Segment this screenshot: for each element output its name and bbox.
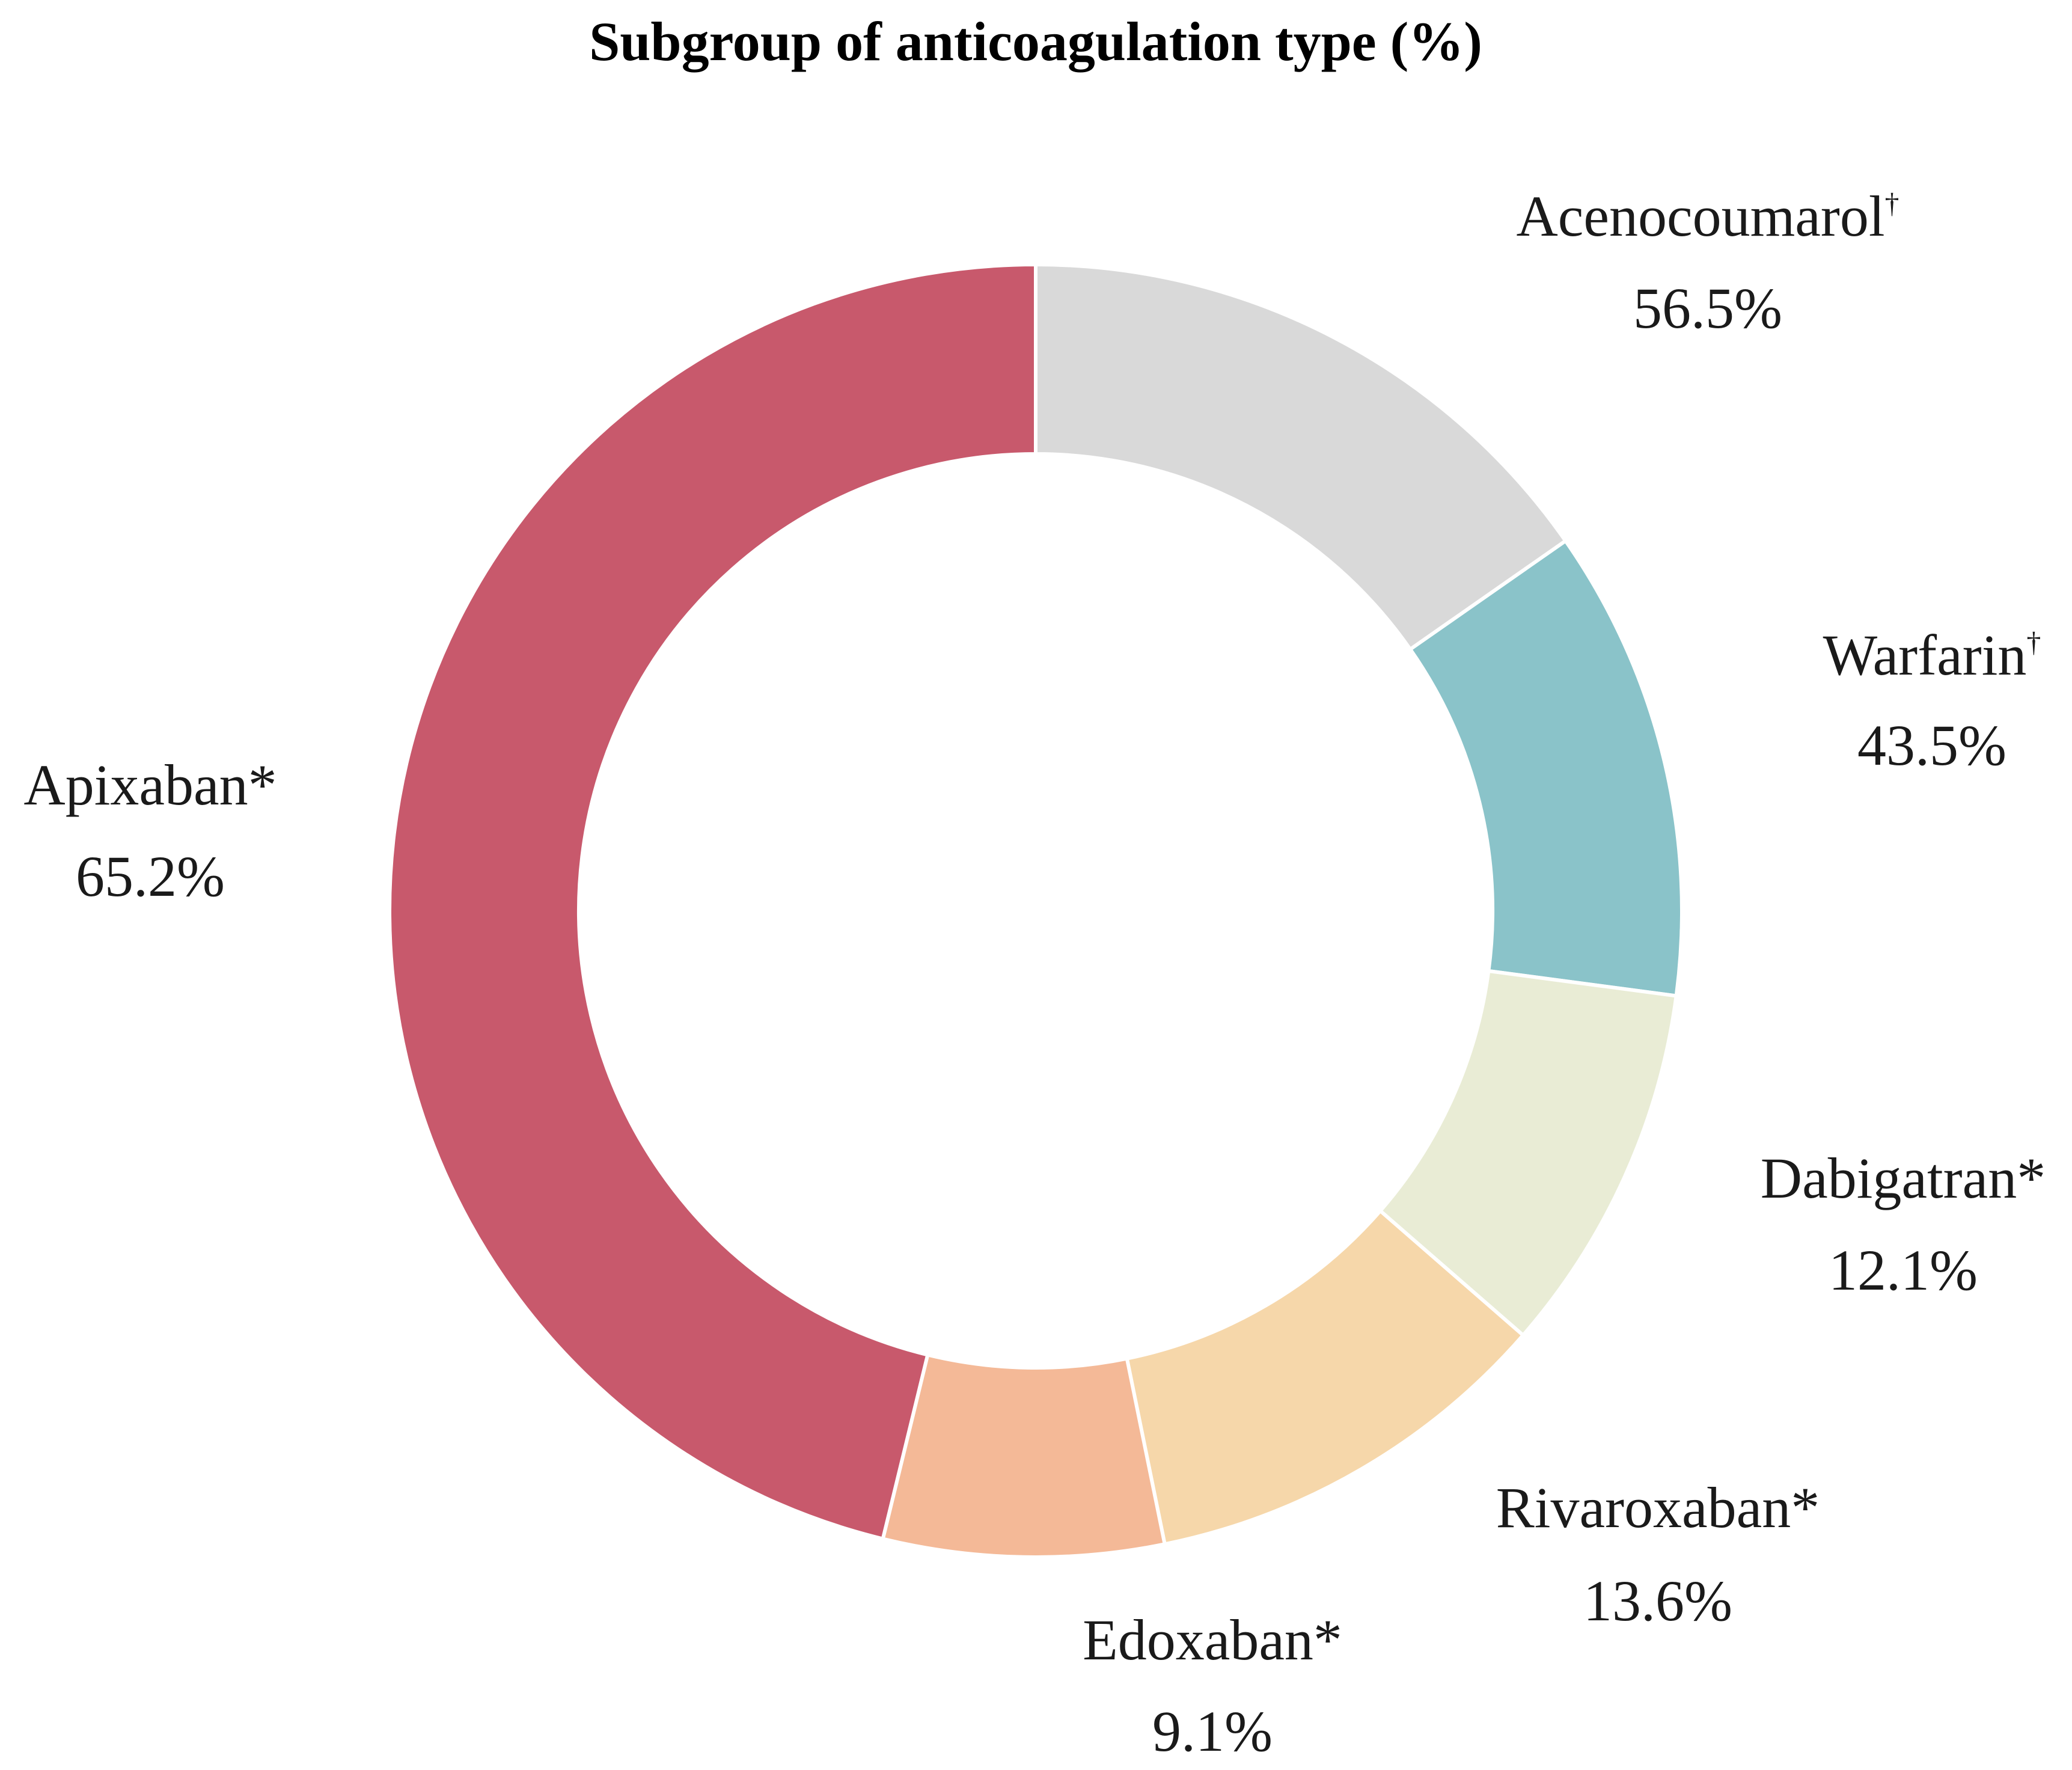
slice-name: Dabigatran* (1761, 1146, 2046, 1210)
slice-name: Acenocoumarol (1516, 184, 1884, 248)
slice-value: 9.1% (1152, 1699, 1273, 1763)
slice-label-acenocoumarol: Acenocoumarol† 56.5% (1516, 184, 1899, 340)
slice-value: 56.5% (1633, 276, 1782, 340)
slice-marker: † (2026, 626, 2041, 658)
slice-label-rivaroxaban: Rivaroxaban* 13.6% (1496, 1475, 1820, 1633)
slice-name: Warfarin (1823, 623, 2027, 687)
slice-value: 65.2% (76, 844, 225, 908)
svg-text:Acenocoumarol†: Acenocoumarol† (1516, 184, 1899, 248)
slice-label-dabigatran: Dabigatran* 12.1% (1761, 1146, 2046, 1302)
slice-value: 43.5% (1857, 713, 2006, 777)
slice-label-edoxaban: Edoxaban* 9.1% (1083, 1608, 1342, 1763)
slice-value: 13.6% (1583, 1569, 1732, 1633)
slice-label-warfarin: Warfarin† 43.5% (1823, 623, 2041, 777)
slice-label-apixaban: Apixaban* 65.2% (23, 753, 277, 908)
svg-text:Warfarin†: Warfarin† (1823, 623, 2041, 687)
slice-apixaban (388, 262, 1038, 1542)
slice-name: Apixaban* (23, 753, 277, 817)
chart-title: Subgroup of anticoagulation type (%) (589, 11, 1482, 72)
slice-name: Rivaroxaban* (1496, 1475, 1820, 1540)
slice-warfarin (1407, 538, 1684, 998)
slice-marker: † (1885, 188, 1899, 219)
slice-acenocoumarol (1034, 262, 1568, 652)
donut-slices (388, 262, 1684, 1559)
slice-edoxaban (881, 1352, 1167, 1559)
slice-name: Edoxaban* (1083, 1608, 1342, 1672)
slice-value: 12.1% (1829, 1238, 1978, 1302)
